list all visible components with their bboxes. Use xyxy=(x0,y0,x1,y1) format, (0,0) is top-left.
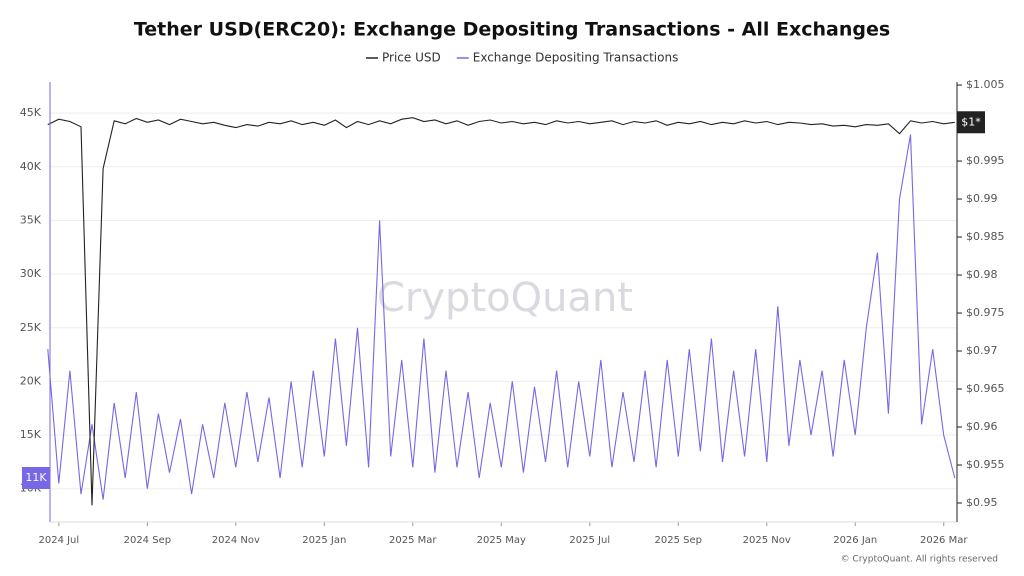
y2-tick-label: $0.97 xyxy=(966,344,998,357)
y-tick-label: 30K xyxy=(20,267,42,280)
y-tick-label: 35K xyxy=(20,213,42,226)
x-tick-label: 2024 Jul xyxy=(38,535,79,546)
y2-tick-label: $0.965 xyxy=(966,382,1005,395)
y2-tick-label: $0.995 xyxy=(966,154,1005,167)
y2-tick-label: $0.955 xyxy=(966,458,1005,471)
legend-label: Price USD xyxy=(382,51,441,65)
chart-title: Tether USD(ERC20): Exchange Depositing T… xyxy=(134,19,890,41)
series-line xyxy=(47,117,955,506)
y2-tick-label: $0.96 xyxy=(966,420,998,433)
y2-tick-label: $0.98 xyxy=(966,268,998,281)
legend-label: Exchange Depositing Transactions xyxy=(473,51,679,65)
x-tick-label: 2025 Jul xyxy=(569,535,610,546)
end-badge-label: $1* xyxy=(961,115,981,128)
y-tick-label: 45K xyxy=(20,106,42,119)
y2-tick-label: $0.975 xyxy=(966,306,1005,319)
x-tick-label: 2026 Jan xyxy=(833,535,877,546)
y2-tick-label: $0.99 xyxy=(966,192,998,205)
x-tick-label: 2024 Sep xyxy=(124,535,171,546)
x-tick-label: 2025 Sep xyxy=(655,535,702,546)
y2-tick-label: $0.985 xyxy=(966,230,1005,243)
x-tick-label: 2025 Jan xyxy=(302,535,346,546)
x-tick-label: 2026 Mar xyxy=(920,535,968,546)
x-tick-label: 2025 May xyxy=(477,535,526,546)
y-tick-label: 40K xyxy=(20,160,42,173)
series-line xyxy=(47,134,956,500)
y2-tick-label: $1.005 xyxy=(966,78,1005,91)
y-tick-label: 15K xyxy=(20,428,42,441)
x-tick-label: 2025 Mar xyxy=(389,535,437,546)
end-badge-label: 11K xyxy=(25,471,47,484)
y-tick-label: 25K xyxy=(20,321,42,334)
x-tick-label: 2024 Nov xyxy=(212,535,260,546)
y-tick-label: 20K xyxy=(20,374,42,387)
watermark: CryptoQuant xyxy=(377,275,633,321)
x-tick-label: 2025 Nov xyxy=(743,535,791,546)
y2-tick-label: $0.95 xyxy=(966,496,998,509)
end-badge xyxy=(22,467,50,489)
end-badge xyxy=(957,111,985,134)
footer: © CryptoQuant. All rights reserved xyxy=(841,555,998,565)
